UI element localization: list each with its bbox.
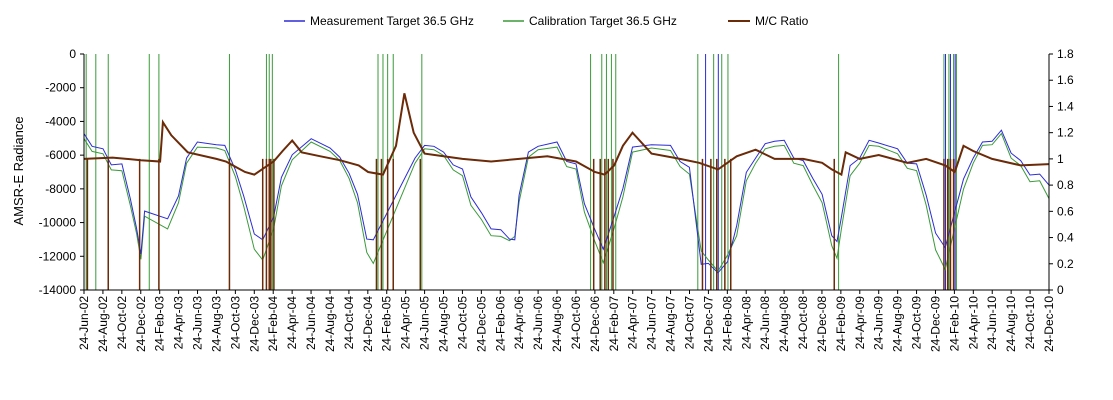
x-tick-label: 24-Aug-06 xyxy=(550,296,564,352)
left-axis-ticks: 0 -2000 -4000 -6000 -8000 -10000 -12000 -14000 xyxy=(39,47,84,297)
x-tick-label: 24-Apr-04 xyxy=(285,296,299,350)
x-tick-label: 24-Dec-08 xyxy=(815,296,829,352)
x-tick-label: 24-Dec-10 xyxy=(1042,296,1056,352)
x-tick-label: 24-Feb-10 xyxy=(947,296,961,352)
x-tick-label: 24-Feb-06 xyxy=(493,296,507,352)
left-tick-label: 0 xyxy=(69,47,76,61)
x-tick-label: 24-Oct-03 xyxy=(228,296,242,350)
x-tick-label: 24-Aug-04 xyxy=(323,296,337,352)
x-tick-label: 24-Apr-06 xyxy=(512,296,526,350)
series-line-measurement xyxy=(83,129,1050,274)
x-tick-label: 24-Oct-02 xyxy=(115,296,129,350)
x-tick-label: 24-Jun-06 xyxy=(531,296,545,350)
legend-label-calibration: Calibration Target 36.5 GHz xyxy=(529,14,677,28)
x-tick-label: 24-Dec-07 xyxy=(701,296,715,352)
x-tick-label: 24-Aug-05 xyxy=(437,296,451,352)
right-tick-label: 1.2 xyxy=(1057,126,1074,140)
x-tick-label: 24-Apr-05 xyxy=(399,296,413,350)
x-tick-label: 24-Aug-10 xyxy=(1004,296,1018,352)
x-tick-label: 24-Feb-08 xyxy=(720,296,734,352)
left-tick-label: -4000 xyxy=(45,114,76,128)
x-tick-label: 24-Apr-09 xyxy=(853,296,867,350)
left-tick-label: -2000 xyxy=(45,81,76,95)
x-tick-label: 24-Oct-04 xyxy=(342,296,356,350)
left-tick-label: -12000 xyxy=(39,249,77,263)
x-tick-label: 24-Apr-07 xyxy=(626,296,640,350)
left-tick-label: -6000 xyxy=(45,148,76,162)
x-tick-label: 24-Feb-05 xyxy=(380,296,394,352)
x-tick-label: 24-Dec-09 xyxy=(928,296,942,352)
legend-label-measurement: Measurement Target 36.5 GHz xyxy=(310,14,474,28)
x-tick-label: 24-Aug-08 xyxy=(777,296,791,352)
right-tick-label: 1.6 xyxy=(1057,73,1074,87)
left-tick-label: -8000 xyxy=(45,182,76,196)
y-axis-title: AMSR-E Radiance xyxy=(11,116,26,225)
x-tick-label: 24-Jun-03 xyxy=(191,296,205,350)
x-tick-label: 24-Apr-08 xyxy=(739,296,753,350)
x-tick-label: 24-Dec-06 xyxy=(588,296,602,352)
x-tick-label: 24-Dec-05 xyxy=(474,296,488,352)
x-tick-label: 24-Jun-09 xyxy=(872,296,886,350)
x-axis-ticks: 24-Jun-02 24-Aug-02 24-Oct-02 24-Dec-02 24-F… xyxy=(77,290,1056,352)
x-tick-label: 24-Feb-04 xyxy=(266,296,280,352)
x-tick-label: 24-Jun-10 xyxy=(985,296,999,350)
x-tick-label: 24-Aug-03 xyxy=(209,296,223,352)
legend: Measurement Target 36.5 GHz Calibration … xyxy=(284,14,809,28)
left-tick-label: -14000 xyxy=(39,283,77,297)
plot-area xyxy=(83,54,1050,291)
series-line-calibration xyxy=(83,132,1050,272)
legend-label-mc-ratio: M/C Ratio xyxy=(755,14,809,28)
x-tick-label: 24-Aug-02 xyxy=(96,296,110,352)
right-tick-label: 1.8 xyxy=(1057,47,1074,61)
x-tick-label: 24-Oct-10 xyxy=(1023,296,1037,350)
x-tick-label: 24-Jun-04 xyxy=(304,296,318,350)
right-tick-label: 0.6 xyxy=(1057,204,1074,218)
x-tick-label: 24-Jun-08 xyxy=(758,296,772,350)
x-tick-label: 24-Jun-07 xyxy=(645,296,659,350)
right-tick-label: 1.4 xyxy=(1057,99,1074,113)
x-tick-label: 24-Apr-10 xyxy=(966,296,980,350)
x-tick-label: 24-Feb-09 xyxy=(834,296,848,352)
x-tick-label: 24-Dec-02 xyxy=(134,296,148,352)
x-tick-label: 24-Apr-03 xyxy=(172,296,186,350)
x-tick-label: 24-Jun-02 xyxy=(77,296,91,350)
x-tick-label: 24-Oct-06 xyxy=(569,296,583,350)
x-tick-label: 24-Oct-09 xyxy=(910,296,924,350)
x-tick-label: 24-Aug-09 xyxy=(891,296,905,352)
x-tick-label: 24-Aug-07 xyxy=(664,296,678,352)
x-tick-label: 24-Dec-03 xyxy=(247,296,261,352)
right-axis-ticks: 1.8 1.6 1.4 1.2 1 0.8 0.6 0.4 0.2 0 xyxy=(1049,47,1074,297)
series-line-mc-ratio xyxy=(83,93,1050,177)
x-tick-label: 24-Oct-08 xyxy=(796,296,810,350)
right-tick-label: 0.4 xyxy=(1057,231,1074,245)
x-tick-label: 24-Feb-03 xyxy=(153,296,167,352)
x-tick-label: 24-Feb-07 xyxy=(607,296,621,352)
x-tick-label: 24-Jun-05 xyxy=(418,296,432,350)
right-tick-label: 1 xyxy=(1057,152,1064,166)
x-tick-label: 24-Oct-07 xyxy=(682,296,696,350)
x-tick-label: 24-Dec-04 xyxy=(361,296,375,352)
right-tick-label: 0.2 xyxy=(1057,257,1074,271)
left-tick-label: -10000 xyxy=(39,216,77,230)
x-tick-label: 24-Oct-05 xyxy=(455,296,469,350)
right-tick-label: 0 xyxy=(1057,283,1064,297)
right-tick-label: 0.8 xyxy=(1057,178,1074,192)
